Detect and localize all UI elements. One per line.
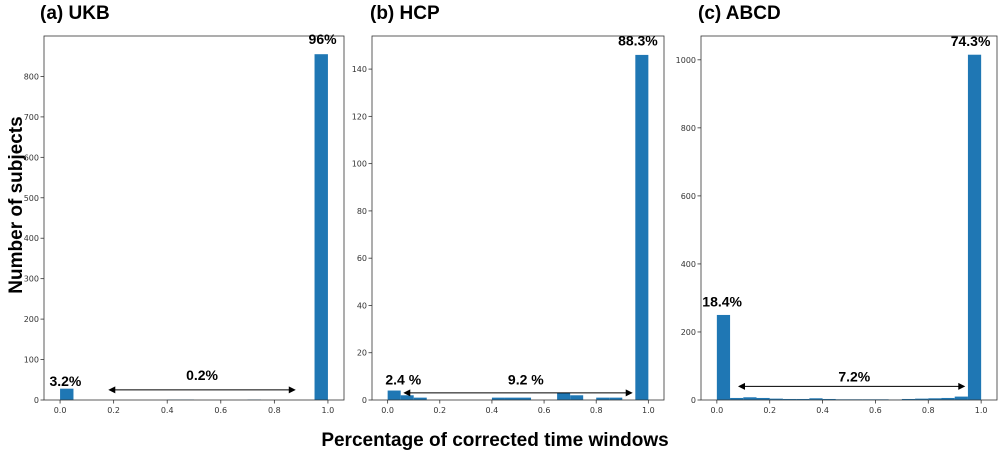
y-tick-label: 200 (681, 328, 696, 337)
histogram-bar (928, 398, 942, 400)
arrow-head-right (625, 389, 633, 397)
histogram-bar (915, 398, 929, 400)
histogram-bar (504, 397, 518, 400)
y-tick-label: 400 (681, 260, 696, 269)
y-tick-label: 0 (691, 396, 696, 405)
y-tick-label: 600 (681, 192, 696, 201)
x-tick-label: 0.6 (869, 406, 882, 415)
x-tick-label: 0.4 (816, 406, 829, 415)
histogram-bar (809, 398, 823, 400)
y-tick-label: 80 (357, 207, 367, 216)
panel-title: (c) ABCD (698, 3, 781, 24)
x-tick-label: 0.0 (710, 406, 723, 415)
histogram-bar (609, 397, 623, 400)
x-tick-label: 1.0 (642, 406, 655, 415)
histogram-bar (314, 54, 328, 400)
percentage-annotation: 96% (309, 31, 338, 47)
y-tick-label: 60 (357, 254, 367, 263)
histogram-bar (796, 398, 810, 400)
x-tick-label: 0.8 (590, 406, 603, 415)
y-tick-label: 0 (362, 396, 367, 405)
y-tick-label: 120 (352, 112, 367, 121)
panel-title: (b) HCP (370, 3, 440, 24)
x-tick-label: 0.4 (161, 406, 174, 415)
percentage-annotation: 88.3% (618, 32, 658, 48)
panel-title: (a) UKB (40, 3, 110, 24)
x-tick-label: 0.8 (268, 406, 281, 415)
y-tick-label: 140 (352, 65, 367, 74)
panel-2: (c) ABCD 0.0 0.2 0.4 0.6 0.8 1.0 0 200 400 600 800 1… (676, 3, 998, 415)
arrow-head-right (288, 386, 296, 394)
arrow-head-right (958, 382, 966, 390)
y-tick-label: 800 (24, 72, 39, 81)
histogram-bar (413, 397, 427, 400)
x-tick-label: 0.4 (486, 406, 499, 415)
y-tick-label: 600 (24, 153, 39, 162)
histogram-bar (941, 397, 955, 400)
y-tick-label: 40 (357, 301, 367, 310)
percentage-annotation: 2.4 % (385, 372, 421, 388)
histogram-bar (491, 397, 505, 400)
x-tick-label: 0.2 (107, 406, 120, 415)
x-tick-label: 0.0 (54, 406, 67, 415)
percentage-annotation: 3.2% (49, 373, 81, 389)
x-axis-title: Percentage of corrected time windows (321, 430, 668, 451)
histogram-bar (60, 388, 74, 400)
plot-frame (371, 35, 665, 401)
y-tick-label: 700 (24, 113, 39, 122)
histogram-bar (743, 397, 757, 400)
x-tick-label: 0.6 (214, 406, 227, 415)
histogram-bar (954, 396, 968, 400)
x-tick-label: 1.0 (975, 406, 988, 415)
percentage-annotation: 0.2% (186, 367, 218, 383)
histogram-bar (901, 398, 916, 400)
histogram-bar (967, 54, 982, 401)
histogram-bar (782, 398, 797, 400)
y-tick-label: 20 (357, 349, 367, 358)
histogram-bar (756, 397, 770, 400)
histogram-bar (596, 397, 610, 400)
y-tick-label: 100 (352, 160, 367, 169)
panel-0: (a) UKB 0.0 0.2 0.4 0.6 0.8 1.0 0 100 200 300 400 50… (24, 3, 345, 415)
arrow-head-left (403, 389, 411, 397)
percentage-annotation: 74.3% (951, 33, 991, 49)
plot-frame (700, 35, 998, 401)
y-axis-title: Number of subjects (6, 116, 27, 293)
plot-frame (43, 35, 345, 401)
panel-1: (b) HCP 0.0 0.2 0.4 0.6 0.8 1.0 0 20 40 60 80 100 120… (352, 3, 665, 415)
y-tick-label: 400 (24, 234, 39, 243)
x-tick-label: 0.2 (763, 406, 776, 415)
x-tick-label: 1.0 (322, 406, 335, 415)
y-tick-label: 200 (24, 315, 39, 324)
histogram-bar (400, 395, 414, 400)
x-tick-label: 0.0 (381, 406, 394, 415)
x-tick-label: 0.6 (538, 406, 551, 415)
y-tick-label: 1000 (676, 56, 696, 65)
percentage-annotation: 7.2% (838, 368, 870, 384)
percentage-annotation: 18.4% (702, 293, 742, 309)
histogram-bar (769, 398, 783, 400)
histogram-bar (570, 395, 584, 400)
histogram-bar (387, 390, 401, 400)
y-tick-label: 500 (24, 194, 39, 203)
histogram-bar (730, 397, 744, 400)
y-tick-label: 300 (24, 275, 39, 284)
x-tick-label: 0.2 (433, 406, 446, 415)
histogram-bar (635, 54, 649, 401)
histogram-bar (557, 392, 571, 400)
y-tick-label: 100 (24, 356, 39, 365)
arrow-head-left (738, 382, 745, 390)
histogram-bar (716, 314, 731, 400)
x-tick-label: 0.8 (922, 406, 935, 415)
percentage-annotation: 9.2 % (508, 372, 544, 388)
histogram-bar (822, 398, 836, 400)
histogram-bar (518, 397, 532, 400)
arrow-head-left (108, 386, 116, 394)
y-tick-label: 0 (34, 396, 39, 405)
y-tick-label: 800 (681, 124, 696, 133)
